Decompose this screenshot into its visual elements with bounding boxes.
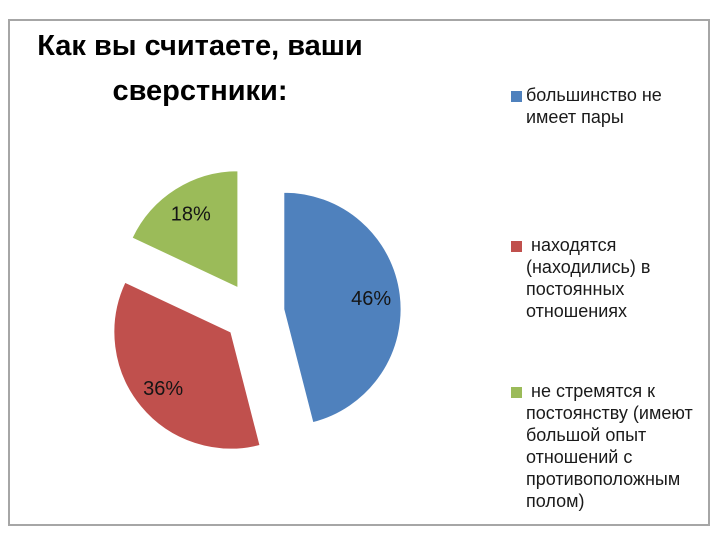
pie-slice-label-2: 18% (171, 203, 211, 225)
pie-slice-2 (131, 170, 239, 289)
legend-color-swatch-icon (511, 91, 522, 102)
chart-title: Как вы считаете, ваши сверстники: (37, 30, 363, 107)
legend-color-swatch-icon (511, 241, 522, 252)
legend-item-label: находятся (находились) в постоянных отно… (526, 235, 651, 321)
pie-slice-1 (113, 281, 261, 450)
legend-color-swatch-icon (511, 387, 522, 398)
pie-slice-label-0: 46% (351, 288, 391, 310)
legend-item-3: не стремятся к постоянству (имеют большо… (511, 380, 712, 512)
legend-item-2: находятся (находились) в постоянных отно… (511, 234, 712, 322)
pie-slice-0 (283, 191, 402, 424)
legend-item-label: большинство не имеет пары (526, 85, 662, 127)
legend-item-label: не стремятся к постоянству (имеют большо… (526, 381, 693, 511)
pie-slice-label-1: 36% (143, 378, 183, 400)
legend-item-1: большинство не имеет пары (511, 84, 712, 128)
